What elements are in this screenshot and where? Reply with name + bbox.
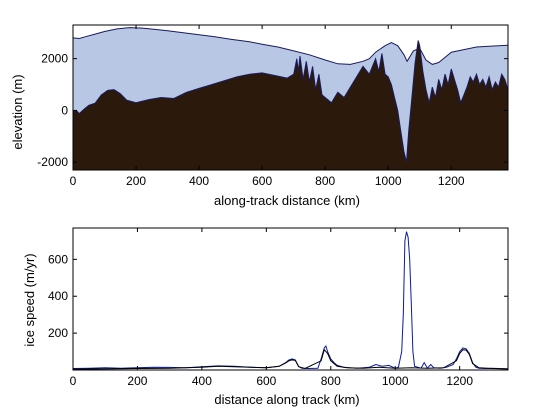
x-tick-label: 1000 [382,374,409,388]
y-tick-label: -2000 [37,155,68,169]
x-tick-label: 1000 [375,174,402,188]
y-tick-label: 600 [48,252,68,266]
x-tick-label: 200 [126,174,146,188]
ice-speed-panel: 0 200 400 600 800 1000 1200 200 400 600 distance … [22,227,509,407]
ice-speed-line-0 [73,231,508,370]
y-tick-label: 400 [48,289,68,303]
y-tick-label: 0 [61,103,68,117]
ice-speed-axes-frame [72,227,509,371]
ice-speed-ylabel: ice speed (m/yr) [22,253,37,346]
elevation-plot-area [73,27,508,170]
x-tick-label: 1200 [438,174,465,188]
x-tick-label: 400 [192,374,212,388]
ice-speed-line-1 [73,348,508,370]
elevation-xlabel: along-track distance (km) [214,193,360,208]
x-tick-label: 0 [70,174,77,188]
elevation-area-1 [73,40,508,170]
ice-speed-plot-area [73,231,508,370]
x-tick-label: 600 [256,374,276,388]
elevation-axes-frame [72,24,509,171]
x-tick-label: 600 [252,174,272,188]
y-tick-label: 2000 [41,52,68,66]
x-tick-label: 400 [189,174,209,188]
ice-speed-xlabel: distance along track (km) [214,392,359,407]
y-tick-label: 200 [48,326,68,340]
elevation-ylabel: elevation (m) [10,74,25,149]
x-tick-label: 0 [70,374,77,388]
ice-speed-ticks: 0 200 400 600 800 1000 1200 200 400 600 [48,228,508,388]
x-tick-label: 1200 [446,374,473,388]
x-tick-label: 200 [127,374,147,388]
x-tick-label: 800 [315,174,335,188]
x-tick-label: 800 [321,374,341,388]
